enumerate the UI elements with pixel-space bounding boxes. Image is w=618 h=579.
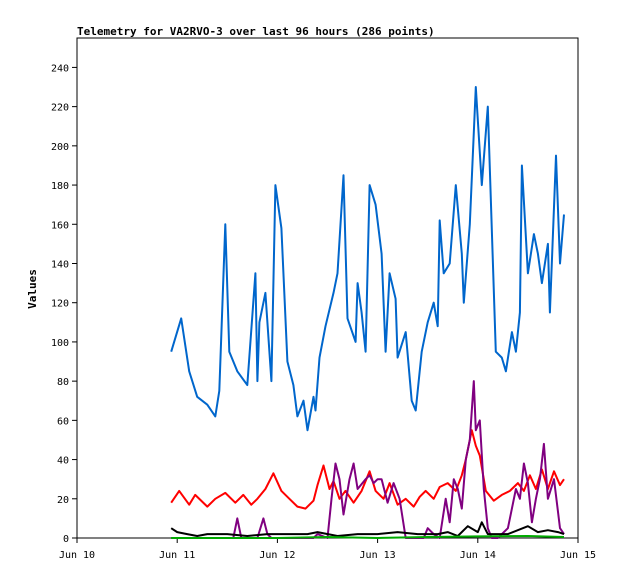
y-tick-label: 200: [51, 142, 69, 153]
y-tick-label: 140: [51, 259, 69, 270]
x-tick-label: Jun 12: [259, 550, 295, 561]
series-line-4: [170, 521, 565, 537]
y-tick-label: 240: [51, 63, 69, 74]
y-tick-label: 40: [57, 456, 69, 467]
y-tick-label: 0: [63, 534, 69, 545]
series-line-2: [170, 429, 565, 510]
plot-frame: [76, 37, 579, 539]
y-tick-label: 180: [51, 181, 69, 192]
y-tick-label: 120: [51, 299, 69, 310]
x-tick-label: Jun 13: [360, 550, 396, 561]
series-line-1: [170, 86, 565, 432]
y-tick-label: 160: [51, 220, 69, 231]
chart-title: Telemetry for VA2RVO-3 over last 96 hour…: [77, 25, 435, 38]
x-tick-label: Jun 14: [460, 550, 496, 561]
y-tick-label: 60: [57, 416, 69, 427]
y-axis-label: Values: [26, 269, 39, 309]
y-tick-label: 20: [57, 495, 69, 506]
x-tick-label: Jun 10: [59, 550, 95, 561]
y-tick-label: 100: [51, 338, 69, 349]
y-tick-label: 220: [51, 103, 69, 114]
x-tick-label: Jun 15: [560, 550, 596, 561]
series-layer: [170, 86, 565, 539]
series-line-5: [171, 535, 565, 539]
series-line-3: [171, 380, 565, 539]
x-axis: Jun 10 Jun 11 Jun 12 Jun 13 Jun 14 Jun 15: [59, 538, 596, 561]
x-tick-label: Jun 11: [159, 550, 195, 561]
y-tick-label: 80: [57, 377, 69, 388]
y-axis: 0 20 40 60 80 100 120 140 160 180 200 220 240: [51, 63, 77, 545]
